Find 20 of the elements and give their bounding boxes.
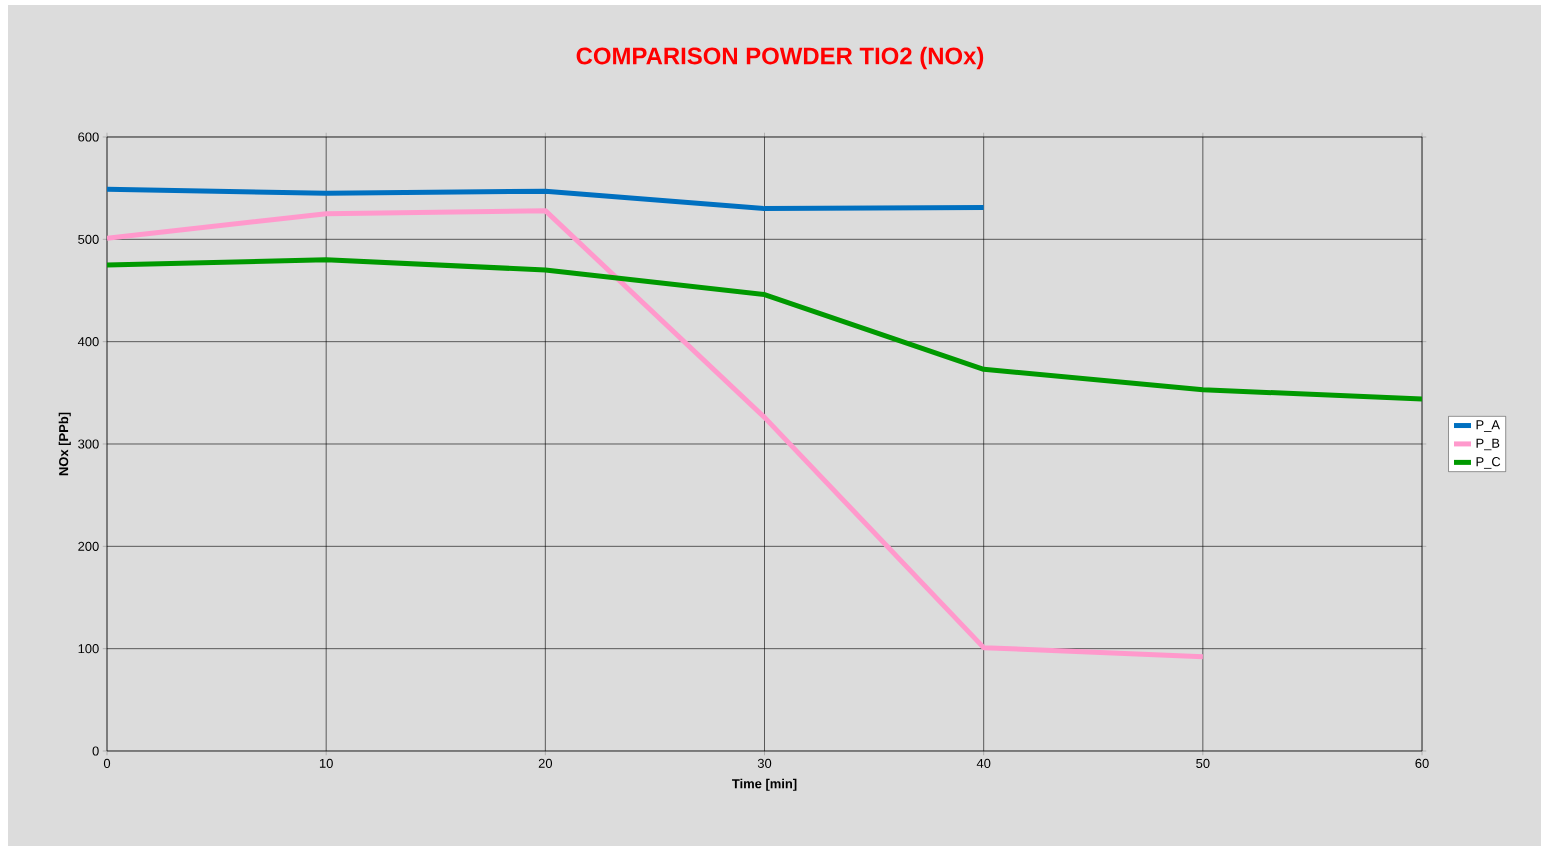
y-tick-label: 0 (92, 746, 99, 756)
legend-label: P_A (1476, 420, 1500, 432)
chart-title: COMPARISON POWDER TIO2 (NOx) (576, 46, 984, 70)
y-tick-label: 100 (78, 644, 99, 654)
y-tick-label: 500 (78, 234, 99, 244)
y-tick-label: 200 (78, 541, 99, 551)
x-tick-label: 30 (757, 758, 772, 768)
x-tick-label: 60 (1415, 758, 1429, 768)
legend-label: P_C (1476, 457, 1501, 469)
x-tick-label: 50 (1196, 758, 1210, 768)
y-tick-label: 300 (78, 439, 99, 449)
y-tick-label: 600 (78, 132, 99, 142)
x-tick-label: 10 (319, 758, 333, 768)
x-tick-label: 40 (976, 758, 991, 768)
x-tick-label: 0 (103, 758, 111, 768)
x-tick-label: 20 (538, 758, 553, 768)
x-axis-title: Time [min] (732, 778, 797, 791)
y-axis-title: NOx [PPb] (58, 412, 71, 476)
y-tick-label: 400 (77, 337, 99, 347)
legend-label: P_B (1476, 438, 1500, 451)
